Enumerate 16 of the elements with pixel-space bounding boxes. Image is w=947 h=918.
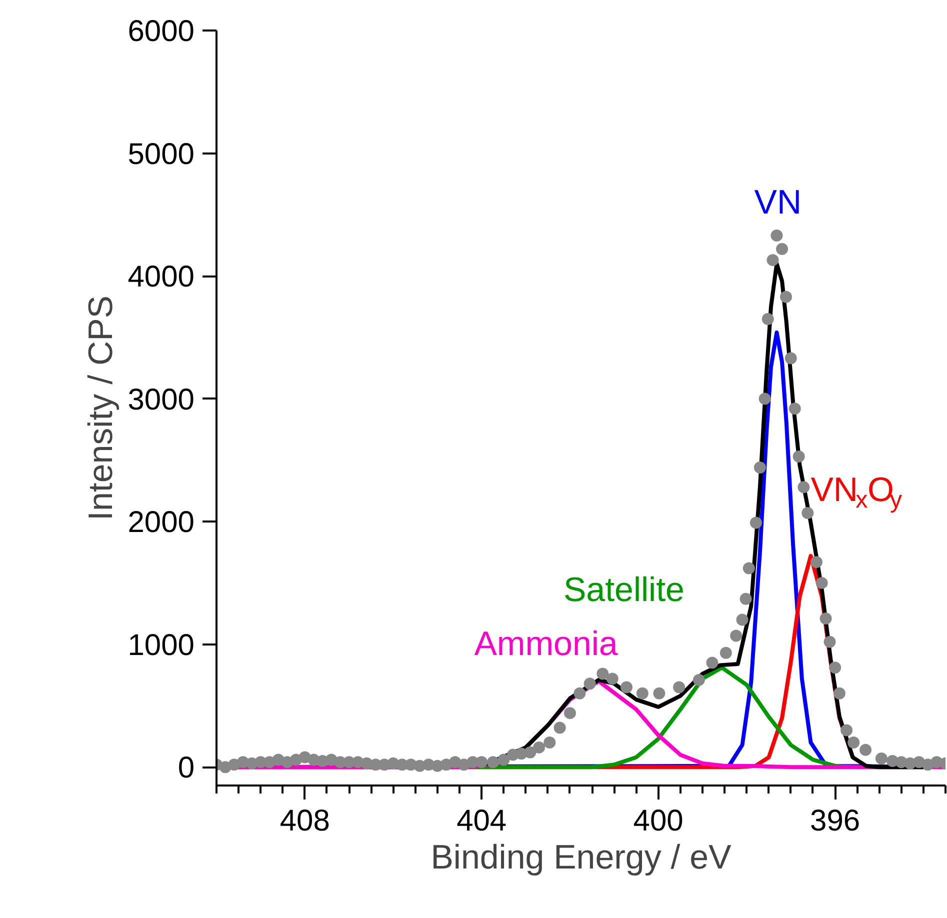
y-tick-label: 5000	[128, 138, 195, 171]
x-tick-label: 400	[633, 804, 684, 838]
text: VN	[754, 184, 802, 222]
y-tick-label: 2000	[128, 506, 195, 540]
series-label: Ammonia	[474, 624, 618, 663]
x-tick-label: 396	[810, 804, 860, 838]
text: Satellite	[564, 570, 684, 609]
y-tick-label: 6000	[128, 15, 195, 48]
y-axis-title: Intensity / CPS	[82, 296, 120, 520]
x-axis-title: Binding Energy / eV	[430, 838, 732, 876]
y-tick-label: 0	[178, 752, 195, 785]
y-tick-label: 1000	[128, 628, 195, 662]
y-tick-label: 3000	[128, 383, 195, 416]
y-tick-label: 4000	[128, 260, 195, 294]
x-tick-label: 404	[456, 804, 507, 838]
x-tick-label: 408	[280, 804, 330, 838]
